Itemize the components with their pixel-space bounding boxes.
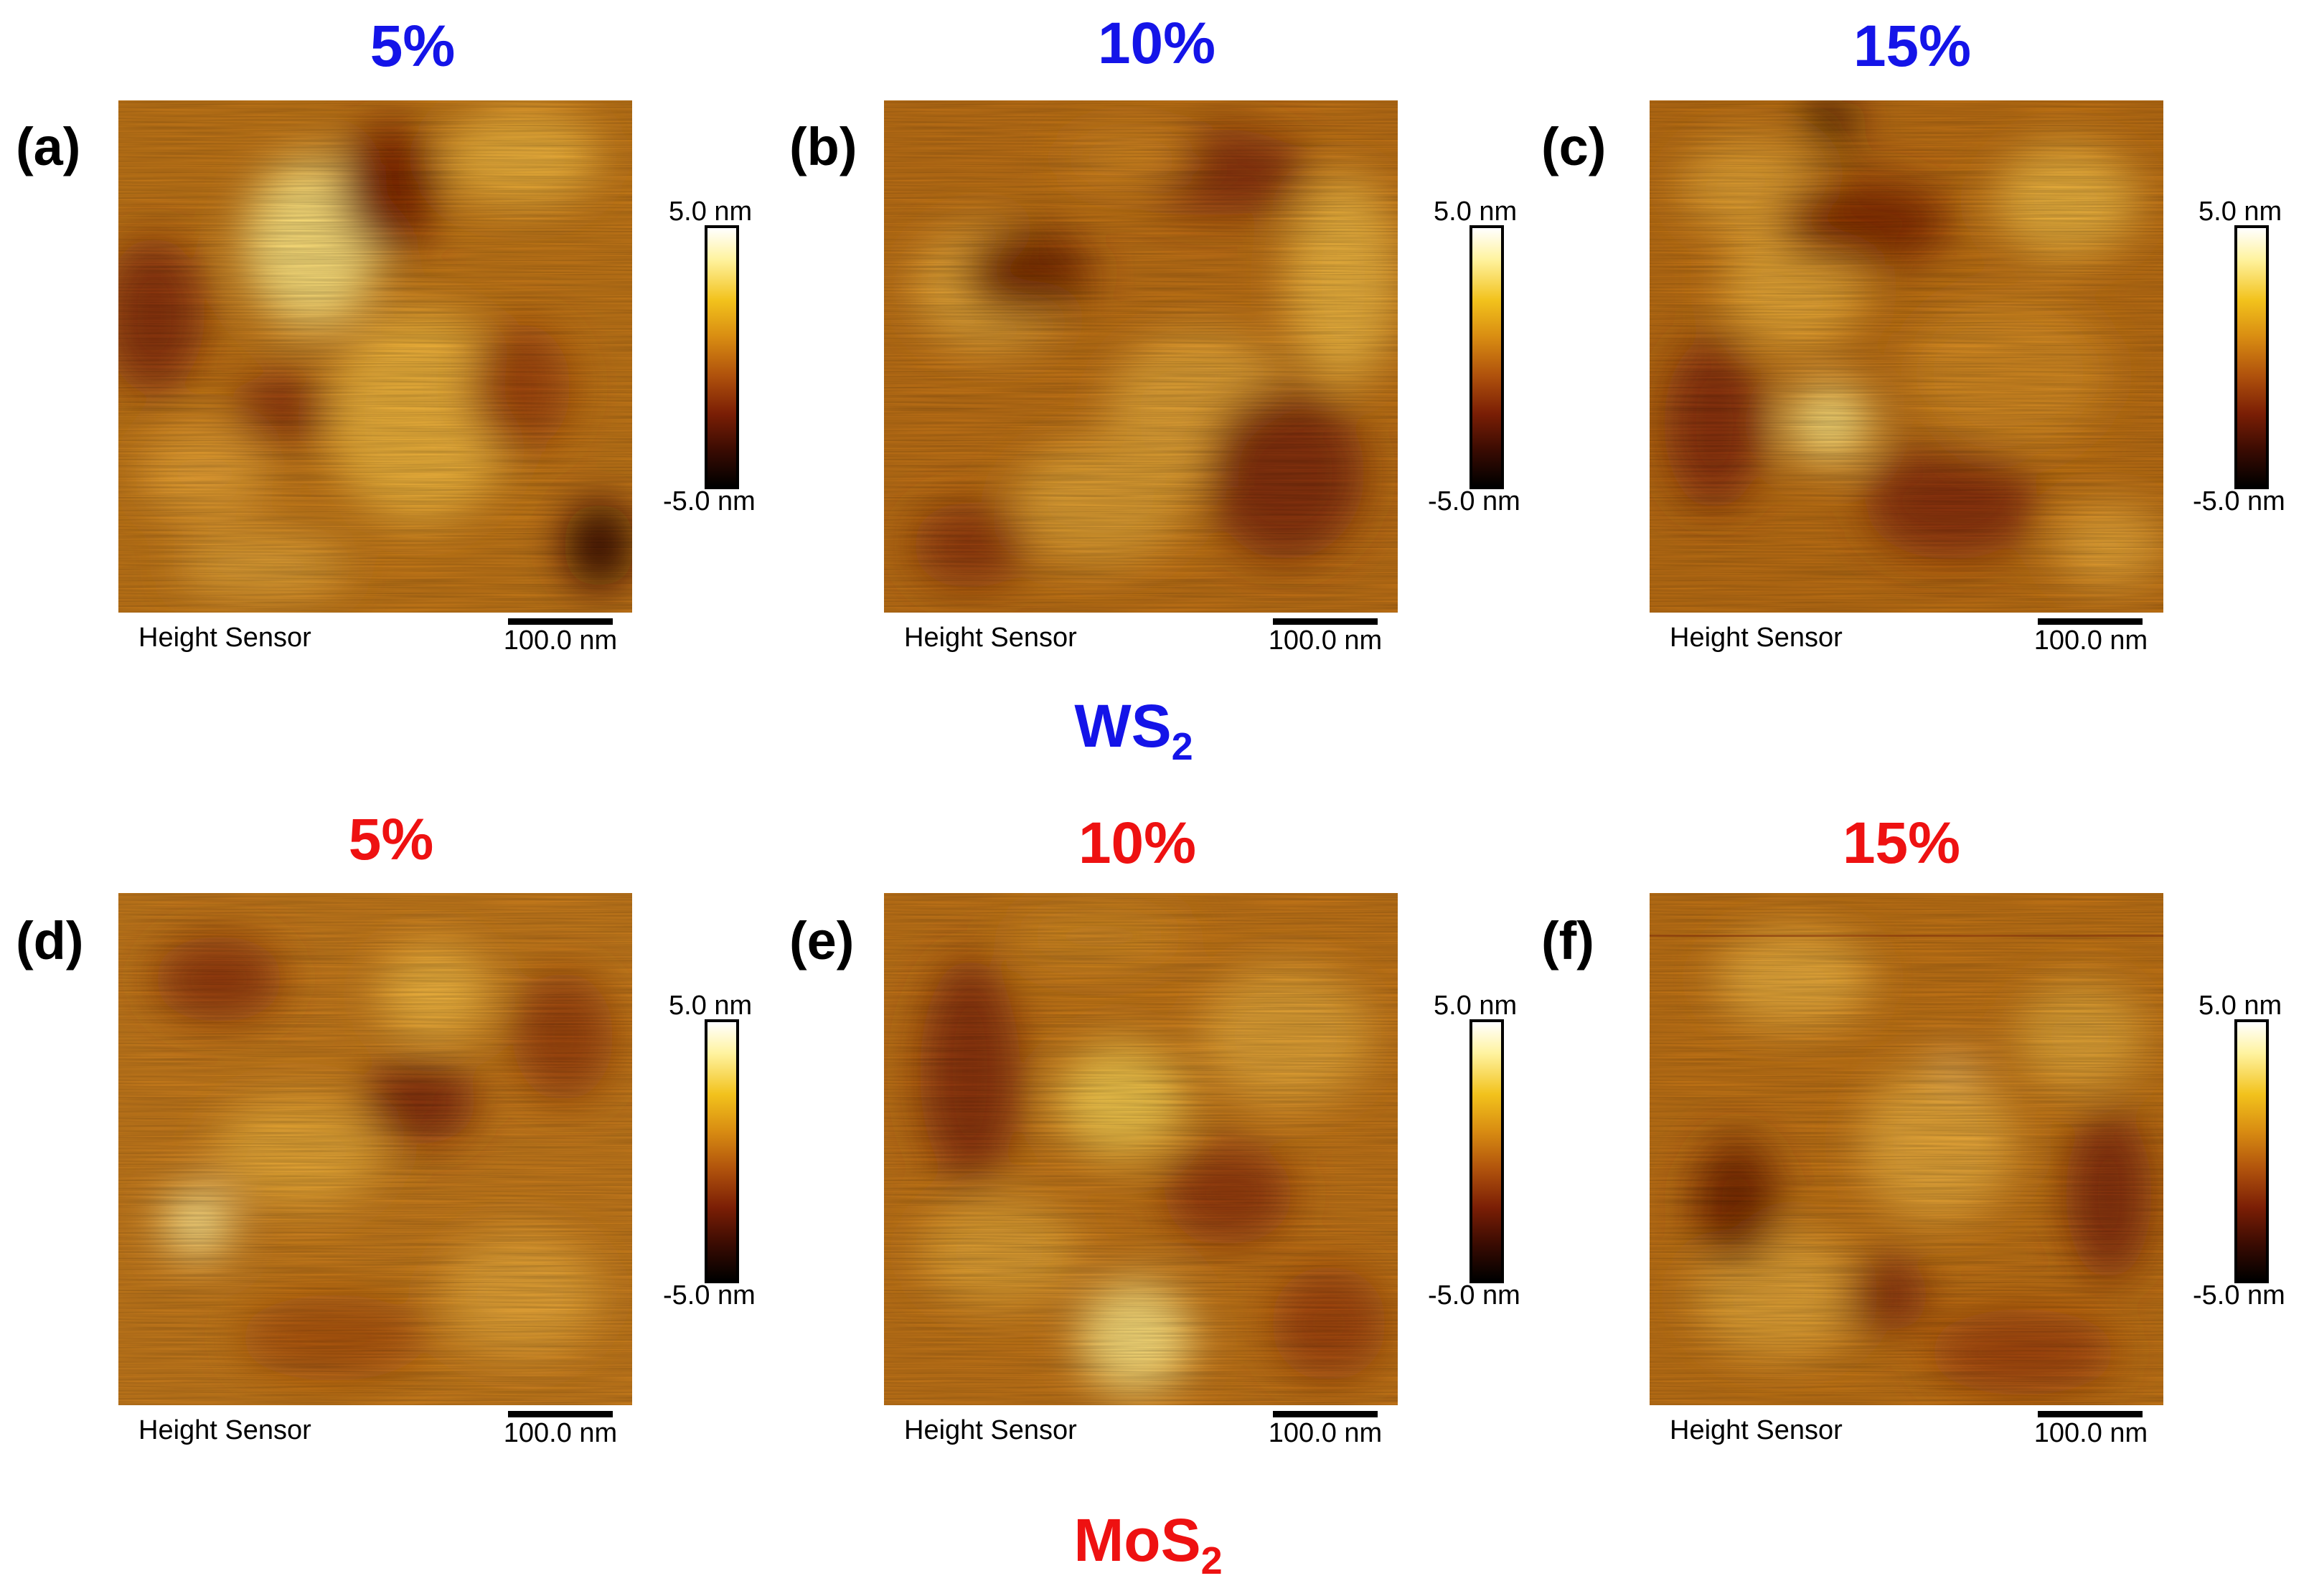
- material-mos2-main: MoS: [1073, 1506, 1201, 1574]
- percent-title-f: 15%: [1842, 811, 1961, 876]
- colorbar-min-d: -5.0 nm: [663, 1280, 756, 1311]
- channel-label-a: Height Sensor: [138, 623, 311, 653]
- scale-bar-b: [1273, 618, 1378, 625]
- percent-title-e: 10%: [1078, 811, 1197, 876]
- scale-label-b: 100.0 nm: [1268, 625, 1383, 656]
- colorbar-max-a: 5.0 nm: [669, 197, 753, 227]
- percent-title-a: 5%: [370, 14, 456, 79]
- panel-label-b: (b): [789, 117, 857, 176]
- scale-bar-c: [2038, 618, 2143, 625]
- scale-bar-e: [1273, 1411, 1378, 1417]
- scale-bar-d: [508, 1411, 613, 1417]
- afm-image-e: [884, 893, 1398, 1405]
- scale-label-d: 100.0 nm: [503, 1418, 618, 1448]
- panel-label-e: (e): [789, 911, 855, 971]
- colorbar-min-a: -5.0 nm: [663, 486, 756, 516]
- colorbar-b: [1469, 225, 1504, 489]
- afm-image-a: [118, 100, 632, 613]
- panel-label-f: (f): [1541, 911, 1594, 971]
- material-mos2-sub: 2: [1200, 1539, 1223, 1582]
- colorbar-max-b: 5.0 nm: [1434, 197, 1518, 227]
- colorbar-min-e: -5.0 nm: [1428, 1280, 1520, 1311]
- colorbar-e: [1469, 1019, 1504, 1283]
- scale-label-f: 100.0 nm: [2033, 1418, 2148, 1448]
- colorbar-max-c: 5.0 nm: [2199, 197, 2282, 227]
- colorbar-f: [2234, 1019, 2269, 1283]
- scale-bar-f: [2038, 1411, 2143, 1417]
- colorbar-max-d: 5.0 nm: [669, 991, 753, 1021]
- colorbar-c: [2234, 225, 2269, 489]
- colorbar-max-e: 5.0 nm: [1434, 991, 1518, 1021]
- colorbar-max-f: 5.0 nm: [2199, 991, 2282, 1021]
- colorbar-d: [705, 1019, 739, 1283]
- panel-label-a: (a): [16, 117, 81, 176]
- channel-label-b: Height Sensor: [904, 623, 1077, 653]
- channel-label-d: Height Sensor: [138, 1415, 311, 1445]
- afm-image-c: [1650, 100, 2163, 613]
- afm-image-d: [118, 893, 632, 1405]
- material-label-mos2: MoS2: [1073, 1510, 1222, 1580]
- channel-label-f: Height Sensor: [1670, 1415, 1843, 1445]
- scale-label-c: 100.0 nm: [2033, 625, 2148, 656]
- afm-image-b: [884, 100, 1398, 613]
- channel-label-e: Height Sensor: [904, 1415, 1077, 1445]
- scale-label-a: 100.0 nm: [503, 625, 618, 656]
- colorbar-min-b: -5.0 nm: [1428, 486, 1520, 516]
- colorbar-a: [705, 225, 739, 489]
- material-ws2-main: WS: [1074, 692, 1172, 760]
- panel-label-c: (c): [1541, 117, 1607, 176]
- channel-label-c: Height Sensor: [1670, 623, 1843, 653]
- colorbar-min-c: -5.0 nm: [2193, 486, 2285, 516]
- scale-label-e: 100.0 nm: [1268, 1418, 1383, 1448]
- percent-title-d: 5%: [348, 807, 434, 872]
- material-ws2-sub: 2: [1171, 725, 1193, 768]
- afm-image-f: [1650, 893, 2163, 1405]
- colorbar-min-f: -5.0 nm: [2193, 1280, 2285, 1311]
- material-label-ws2: WS2: [1074, 696, 1193, 766]
- percent-title-b: 10%: [1097, 11, 1216, 76]
- scale-bar-a: [508, 618, 613, 625]
- panel-label-d: (d): [16, 911, 84, 971]
- percent-title-c: 15%: [1853, 14, 1972, 79]
